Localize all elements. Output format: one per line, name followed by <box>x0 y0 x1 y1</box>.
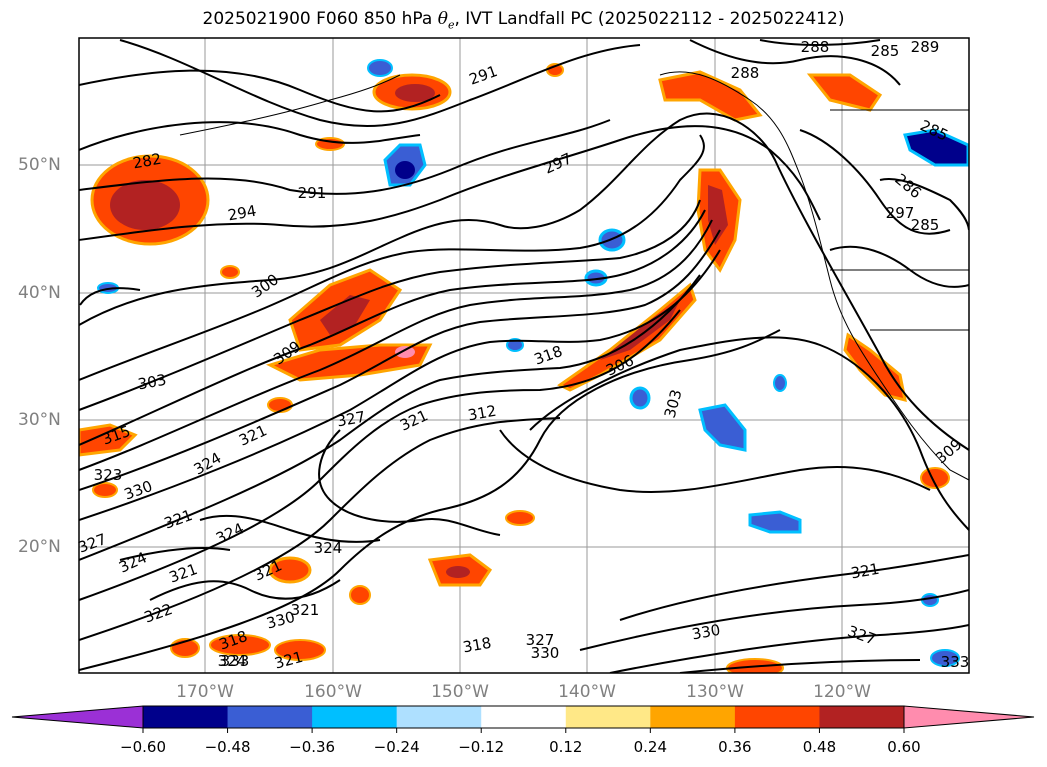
colorbar-segment <box>819 706 905 728</box>
lon-label-170w: 170°W <box>176 682 234 702</box>
contour-label: 318 <box>461 634 492 657</box>
anomaly-blob-negative <box>506 338 524 352</box>
anomaly-blob <box>505 510 535 526</box>
colorbar <box>11 705 1035 733</box>
anomaly-blob <box>220 265 240 279</box>
contour-label: 330 <box>531 644 560 662</box>
anomaly-blob <box>265 343 433 382</box>
anomaly-blob <box>320 295 370 335</box>
anomaly-blob <box>843 332 907 403</box>
colorbar-extend-low <box>11 705 144 729</box>
contour-label: 285 <box>871 42 900 60</box>
anomaly-blob-negative <box>903 128 969 167</box>
lon-label-150w: 150°W <box>431 682 489 702</box>
contour-label: 312 <box>466 402 497 425</box>
contour-label: 327 <box>335 408 366 431</box>
anomaly-blob <box>658 70 763 122</box>
anomaly-blob <box>79 423 138 457</box>
coastlines <box>179 71 969 481</box>
contour-label: 289 <box>911 38 940 56</box>
ivt-shading <box>79 59 969 673</box>
lon-label-120w: 120°W <box>813 682 871 702</box>
contour-label: 288 <box>731 64 760 82</box>
colorbar-tick-label: 0.12 <box>549 738 583 756</box>
anomaly-blob <box>708 185 728 245</box>
anomaly-blob <box>395 346 415 358</box>
anomaly-blob-negative <box>367 59 393 77</box>
colorbar-tick-label: −0.60 <box>120 738 166 756</box>
colorbar-extend-high <box>903 705 1035 729</box>
colorbar-tick-label: 0.60 <box>887 738 921 756</box>
contour-label: 321 <box>291 601 320 619</box>
lat-label-20n: 20°N <box>18 537 61 557</box>
contour-label: 324 <box>218 652 247 670</box>
contour-label: 330 <box>690 621 721 644</box>
anomaly-blob <box>110 180 180 230</box>
anomaly-blob <box>209 634 271 656</box>
theta-symbol: θe <box>437 9 455 32</box>
anomaly-blob <box>395 84 435 102</box>
anomaly-blob-negative <box>921 593 939 607</box>
anomaly-blob-negative <box>698 403 747 452</box>
anomaly-blob-negative <box>773 374 787 392</box>
colorbar-segment <box>312 706 398 728</box>
lat-label-50n: 50°N <box>18 155 61 175</box>
anomaly-blob-negative <box>395 161 415 179</box>
colorbar-frame <box>142 705 905 729</box>
contour-label: 333 <box>941 653 970 671</box>
colorbar-segment <box>481 706 567 728</box>
anomaly-blob <box>349 585 371 605</box>
lat-label-40n: 40°N <box>18 283 61 303</box>
contour-label: 303 <box>136 371 167 394</box>
title-prefix: 2025021900 F060 850 hPa <box>202 9 433 29</box>
colorbar-tick-label: 0.24 <box>633 738 668 756</box>
contour-label: 324 <box>314 539 343 557</box>
contour-label: 321 <box>849 560 880 583</box>
anomaly-blob-negative <box>629 386 651 410</box>
contour-label: 323 <box>94 466 123 484</box>
contour-label: 291 <box>298 184 327 202</box>
contour-label: 297 <box>886 204 915 222</box>
contour-label: 333 <box>221 652 250 670</box>
map-frame <box>78 37 970 674</box>
anomaly-blob <box>274 639 326 661</box>
anomaly-blob <box>920 467 950 489</box>
colorbar-tick-label: 0.48 <box>802 738 837 756</box>
contour-label: 327 <box>526 631 555 649</box>
anomaly-blob <box>446 566 470 578</box>
colorbar-tick-label: −0.48 <box>204 738 251 756</box>
lon-label-140w: 140°W <box>558 682 616 702</box>
theta-e-contours <box>79 39 969 673</box>
map-plot-area <box>79 38 969 673</box>
contour-label: 285 <box>911 216 940 234</box>
lon-label-160w: 160°W <box>304 682 362 702</box>
anomaly-blob <box>267 397 293 413</box>
colorbar-segment <box>565 706 651 728</box>
anomaly-blob <box>268 556 312 584</box>
lat-label-30n: 30°N <box>18 410 61 430</box>
colorbar-segment <box>143 706 229 728</box>
anomaly-blob-negative <box>748 510 802 534</box>
contour-label: 294 <box>226 202 257 225</box>
colorbar-segment <box>650 706 736 728</box>
contour-label: 288 <box>801 38 830 56</box>
figure-title: 2025021900 F060 850 hPa θe, IVT Landfall… <box>0 9 1047 31</box>
colorbar-segment <box>734 706 820 728</box>
lon-label-130w: 130°W <box>686 682 744 702</box>
colorbar-tick-label: 0.36 <box>718 738 752 756</box>
colorbar-segment <box>396 706 482 728</box>
colorbar-tick-label: −0.36 <box>289 738 336 756</box>
anomaly-blob <box>557 282 697 392</box>
contour-label: 282 <box>131 150 162 173</box>
anomaly-blob-negative <box>930 649 960 667</box>
anomaly-blob <box>92 482 118 498</box>
colorbar-segment <box>227 706 313 728</box>
colorbar-tick-label: −0.12 <box>458 738 505 756</box>
title-suffix: , IVT Landfall PC (2025022112 - 20250224… <box>454 9 845 29</box>
colorbar-tick-label: −0.24 <box>373 738 420 756</box>
anomaly-blob <box>806 73 883 112</box>
